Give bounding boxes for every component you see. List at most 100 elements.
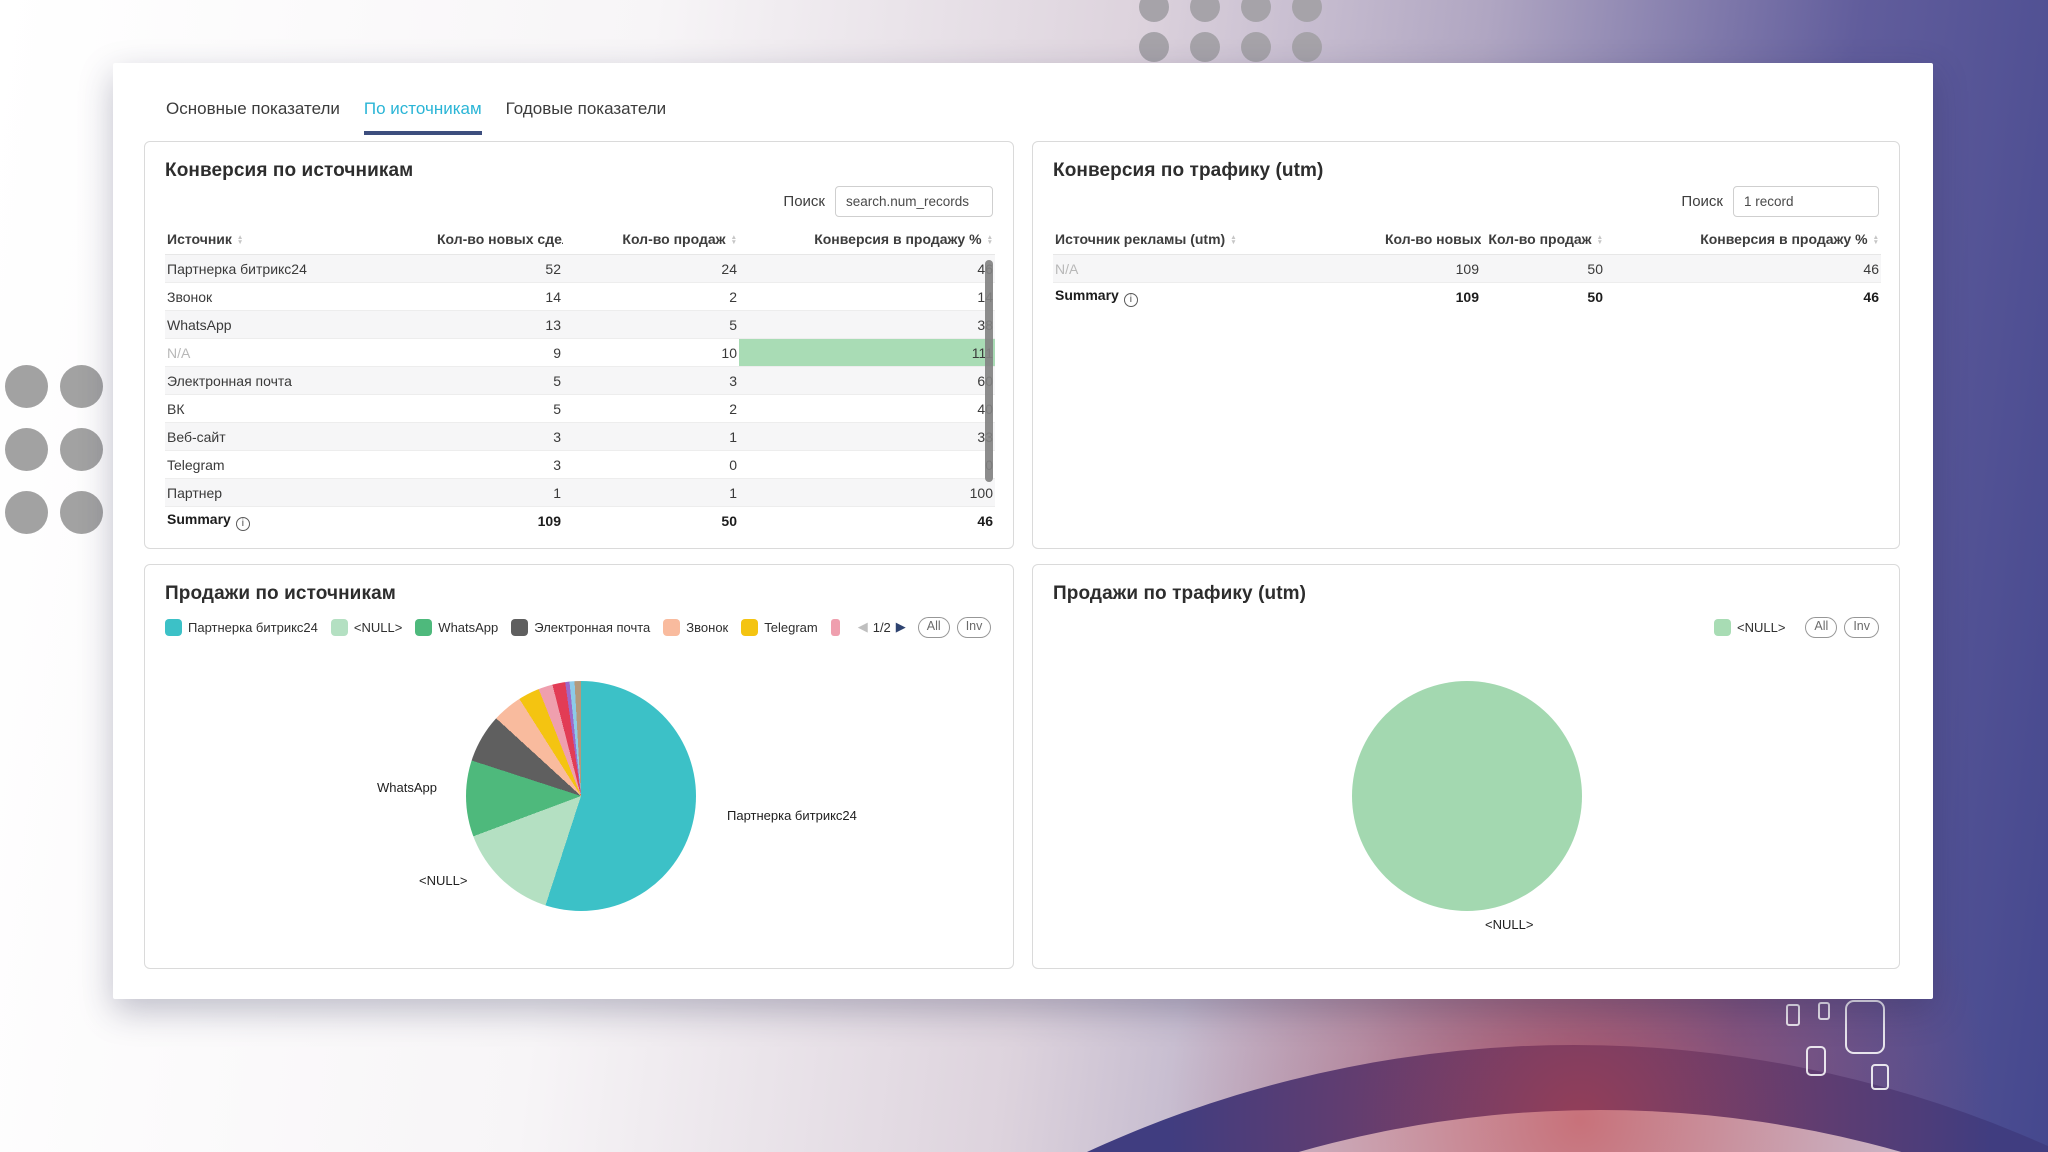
legend-item-label: <NULL> bbox=[1736, 619, 1786, 635]
table-cell: 40 bbox=[739, 394, 995, 423]
table-cell: Summary i bbox=[165, 507, 435, 535]
table-cell: 3 bbox=[435, 422, 563, 451]
legend-swatch-icon bbox=[415, 618, 433, 636]
table-cell: Summary i bbox=[1053, 283, 1383, 311]
column-header-label: Кол-во новых сделок bbox=[1385, 231, 1481, 247]
panel-conversion-by-sources: Конверсия по источникам Поиск Источник ▲▼… bbox=[144, 141, 1014, 549]
table-row: N/A 109 50 46 bbox=[1053, 254, 1881, 283]
info-icon[interactable]: i bbox=[235, 516, 250, 531]
column-header-label: Источник рекламы (utm) bbox=[1055, 231, 1226, 247]
table-cell: 33 bbox=[739, 422, 995, 451]
column-header[interactable]: Кол-во новых сделок▲▼ bbox=[435, 225, 563, 255]
table-cell: 2 bbox=[563, 394, 739, 423]
table-cell: N/A bbox=[165, 338, 435, 367]
search-input[interactable] bbox=[835, 185, 993, 217]
legend-item[interactable]: Звонок bbox=[663, 618, 729, 636]
table-cell: 13 bbox=[435, 310, 563, 339]
column-header[interactable]: Кол-во новых сделок▲▼ bbox=[1383, 225, 1481, 255]
sales-sources-pie-chart[interactable] bbox=[466, 681, 696, 911]
legend-all-button[interactable]: All bbox=[1805, 617, 1838, 638]
panel-title: Конверсия по источникам bbox=[165, 160, 414, 181]
table-cell: 46 bbox=[977, 512, 993, 529]
column-header[interactable]: Кол-во продаж ▲ ▼ bbox=[1481, 225, 1605, 255]
legend-item-label: Звонок bbox=[686, 619, 729, 635]
column-header-label: Конверсия в продажу % bbox=[1700, 231, 1868, 247]
sort-icon: ▲ ▼ bbox=[236, 235, 244, 247]
column-header[interactable]: Конверсия в продажу % ▲ ▼ bbox=[739, 225, 995, 255]
tab-bar: Основные показатели По источникам Годовые … bbox=[113, 63, 1933, 135]
column-header-label: Конверсия в продажу % bbox=[814, 231, 982, 247]
table-cell: ВК bbox=[165, 394, 435, 423]
legend-item-label: Партнерка битрикс24 bbox=[188, 619, 318, 635]
column-header[interactable]: Конверсия в продажу % ▲ ▼ bbox=[1605, 225, 1881, 255]
summary-row: Summary i 109 50 46 bbox=[1053, 283, 1881, 311]
search-label: Поиск bbox=[783, 192, 825, 210]
table-row: Веб-сайт3133 bbox=[165, 422, 995, 451]
table-row: ВК5240 bbox=[165, 394, 995, 423]
decor-square-icon bbox=[1806, 1046, 1826, 1076]
legend-item-label: Telegram bbox=[764, 619, 818, 635]
tab-main-metrics[interactable]: Основные показатели bbox=[166, 99, 340, 118]
pie-label: WhatsApp bbox=[377, 780, 437, 795]
summary-label: Summary bbox=[1055, 287, 1119, 303]
sort-icon: ▲ ▼ bbox=[1230, 235, 1236, 247]
table-row: Telegram300 bbox=[165, 450, 995, 479]
legend-item[interactable]: Электронная почта bbox=[511, 618, 651, 636]
table-cell: 3 bbox=[435, 450, 563, 479]
legend-invert-button[interactable]: Inv bbox=[956, 617, 992, 638]
table-cell: 0 bbox=[739, 450, 995, 479]
table-cell: 0 bbox=[563, 450, 739, 479]
table-cell: 109 bbox=[1455, 288, 1479, 305]
legend-next-icon[interactable]: ▶ bbox=[895, 619, 906, 635]
table-cell: 46 bbox=[1863, 288, 1879, 305]
legend-item[interactable] bbox=[830, 618, 840, 636]
chart-legend: <NULL> All Inv bbox=[1053, 617, 1879, 638]
sales-utm-pie-chart[interactable] bbox=[1352, 681, 1582, 911]
pie-chart-area: <NULL> bbox=[1033, 565, 1899, 968]
table-cell: 10 bbox=[563, 338, 739, 367]
legend-item[interactable]: Telegram bbox=[741, 618, 818, 636]
tab-by-sources[interactable]: По источникам bbox=[363, 99, 482, 135]
table-row: N/A 9 10 111 bbox=[165, 338, 995, 367]
tab-yearly-metrics[interactable]: Годовые показатели bbox=[505, 99, 667, 118]
panel-sales-by-sources: Продажи по источникам Партнерка битрикс2… bbox=[144, 564, 1014, 969]
legend-item[interactable]: WhatsApp bbox=[415, 618, 498, 636]
legend-item[interactable]: <NULL> bbox=[1713, 618, 1786, 636]
column-header-label: Источник bbox=[167, 231, 232, 247]
decor-square-icon bbox=[1818, 1002, 1830, 1020]
table-header-row: Источник▲▼Кол-во новых сделок▲▼Кол-во пр… bbox=[165, 225, 995, 255]
legend-swatch-icon bbox=[1713, 618, 1731, 636]
column-header-label: Кол-во продаж bbox=[622, 231, 726, 247]
table-cell: Электронная почта bbox=[165, 366, 435, 395]
legend-page-indicator: 1/2 bbox=[872, 619, 891, 635]
search-row: Поиск bbox=[1053, 184, 1879, 218]
table-cell: 9 bbox=[435, 338, 563, 367]
panels-grid: Конверсия по источникам Поиск Источник ▲▼… bbox=[144, 141, 1900, 969]
column-header[interactable]: Источник рекламы (utm) ▲ ▼ bbox=[1053, 225, 1383, 255]
legend-all-button[interactable]: All bbox=[917, 617, 950, 638]
table-cell: 14 bbox=[739, 282, 995, 311]
legend-invert-button[interactable]: Inv bbox=[1844, 617, 1879, 638]
table-cell: 5 bbox=[435, 366, 563, 395]
table-cell: Партнер bbox=[165, 478, 435, 507]
column-header[interactable]: Источник ▲ ▼ bbox=[165, 225, 435, 255]
table-cell: 46 bbox=[739, 254, 995, 283]
legend-prev-icon[interactable]: ◀ bbox=[857, 619, 868, 635]
table-cell: Партнерка битрикс24 bbox=[165, 254, 435, 283]
column-header[interactable]: Кол-во продаж ▲ ▼ bbox=[563, 225, 739, 255]
legend-item[interactable]: <NULL> bbox=[330, 618, 402, 636]
legend-item[interactable]: Партнерка битрикс24 bbox=[165, 618, 318, 636]
table-cell: 14 bbox=[435, 282, 563, 311]
pie-label: Партнерка битрикс24 bbox=[727, 808, 857, 823]
table-cell: 60 bbox=[739, 366, 995, 395]
info-icon[interactable]: i bbox=[1123, 292, 1138, 307]
table-cell: 1 bbox=[563, 422, 739, 451]
table-cell: 38 bbox=[739, 310, 995, 339]
sort-desc-icon: ▼ bbox=[236, 239, 244, 247]
sort-icon: ▲ ▼ bbox=[1597, 235, 1603, 247]
sort-desc-icon: ▼ bbox=[730, 239, 737, 247]
legend-item-label: Электронная почта bbox=[534, 619, 651, 635]
search-input[interactable] bbox=[1733, 185, 1879, 217]
column-header-label: Кол-во новых сделок bbox=[437, 231, 563, 247]
table-scrollbar-thumb[interactable] bbox=[985, 260, 993, 482]
